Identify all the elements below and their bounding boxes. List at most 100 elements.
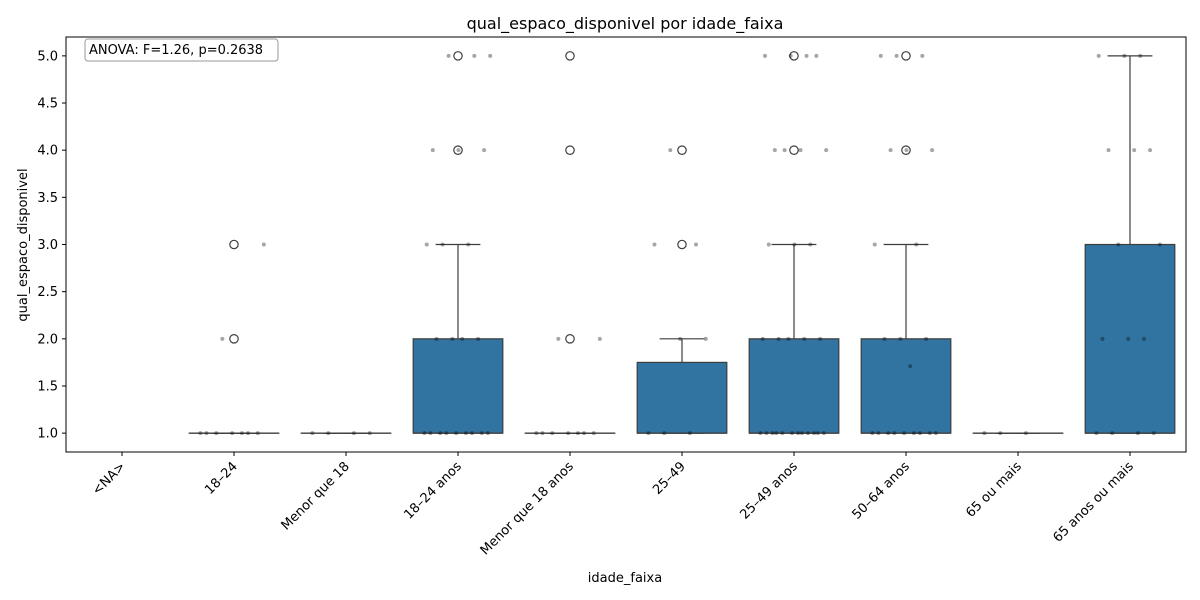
strip-point: [230, 431, 235, 436]
strip-point: [790, 431, 795, 436]
strip-point: [798, 148, 803, 153]
strip-point: [933, 431, 938, 436]
strip-point: [245, 431, 250, 436]
strip-point: [581, 431, 586, 436]
strip-point: [367, 431, 372, 436]
box-group: [636, 145, 728, 434]
x-tick-label: 25–49 anos: [737, 459, 801, 523]
strip-point: [310, 431, 315, 436]
box-iqr: [860, 338, 952, 434]
strip-point: [476, 336, 481, 341]
strip-point: [662, 431, 667, 436]
strip-point: [914, 242, 919, 247]
strip-point: [668, 148, 673, 153]
strip-point: [792, 242, 797, 247]
strip-point: [924, 336, 929, 341]
strip-point: [888, 148, 893, 153]
strip-point: [1096, 53, 1101, 58]
strip-point: [982, 431, 987, 436]
strip-point: [255, 431, 260, 436]
strip-point: [818, 336, 823, 341]
box-iqr: [1084, 243, 1176, 434]
strip-point: [652, 242, 657, 247]
strip-point: [422, 431, 427, 436]
strip-point: [597, 336, 602, 341]
strip-point: [687, 431, 692, 436]
outlier-point: [453, 145, 463, 155]
y-tick-label: 2.5: [37, 285, 58, 300]
strip-point: [814, 53, 819, 58]
strip-point: [812, 431, 817, 436]
strip-point: [1023, 431, 1028, 436]
strip-point: [930, 148, 935, 153]
strip-point: [261, 242, 266, 247]
y-tick-label: 1.0: [37, 427, 58, 442]
strip-point: [438, 431, 443, 436]
y-tick-label: 3.5: [37, 191, 58, 206]
strip-point: [466, 242, 471, 247]
strip-point: [908, 364, 913, 369]
strip-point: [772, 148, 777, 153]
strip-point: [428, 431, 433, 436]
strip-point: [454, 431, 459, 436]
strip-point: [998, 431, 1003, 436]
strip-point: [550, 431, 555, 436]
outlier-point: [677, 239, 687, 250]
x-tick-label: Menor que 18 anos: [478, 459, 577, 558]
strip-point: [766, 242, 771, 247]
box-group: [1084, 55, 1176, 434]
strip-point: [214, 431, 219, 436]
strip-point: [239, 431, 244, 436]
strip-point: [805, 431, 810, 436]
chart-title: qual_espaco_disponivel por idade_faixa: [467, 14, 784, 34]
outlier-point: [565, 334, 575, 344]
strip-point: [808, 242, 813, 247]
strip-point: [204, 431, 209, 436]
plot-content: [188, 51, 1176, 436]
x-tick-label: Menor que 18: [279, 459, 353, 533]
strip-point: [220, 336, 225, 341]
strip-point: [894, 53, 899, 58]
x-tick-label: 65 ou mais: [963, 459, 1025, 521]
plot-frame: [65, 36, 1187, 453]
x-tick-label: 65 anos ou mais: [1050, 459, 1136, 545]
strip-point: [872, 242, 877, 247]
strip-point: [485, 431, 490, 436]
strip-point: [1106, 148, 1111, 153]
x-tick-label: 18–24: [202, 459, 241, 498]
strip-point: [927, 431, 932, 436]
strip-point: [1122, 53, 1127, 58]
strip-point: [821, 431, 826, 436]
strip-point: [804, 53, 809, 58]
box-iqr: [748, 338, 840, 434]
strip-point: [1151, 431, 1156, 436]
strip-point: [763, 53, 768, 58]
strip-point: [540, 431, 545, 436]
strip-point: [876, 431, 881, 436]
strip-point: [782, 148, 787, 153]
strip-point: [870, 431, 875, 436]
outlier-point: [789, 51, 799, 61]
y-tick-label: 2.0: [37, 332, 58, 347]
strip-point: [776, 336, 781, 341]
strip-point: [1132, 148, 1137, 153]
strip-point: [703, 336, 708, 341]
x-tick-label: <NA>: [90, 459, 129, 498]
outlier-point: [565, 145, 575, 155]
y-tick-label: 3.0: [37, 238, 58, 253]
y-tick-label: 4.0: [37, 144, 58, 159]
y-tick-label: 1.5: [37, 379, 58, 394]
strip-point: [1135, 431, 1140, 436]
strip-point: [479, 431, 484, 436]
strip-point: [911, 431, 916, 436]
strip-point: [799, 431, 804, 436]
strip-point: [788, 53, 793, 58]
strip-point: [917, 431, 922, 436]
x-axis: <NA> 18–24 Menor que 18 18–24 anos Menor que…: [90, 452, 1137, 558]
box-group: [860, 51, 952, 434]
strip-point: [434, 336, 439, 341]
strip-point: [446, 53, 451, 58]
strip-point: [796, 431, 801, 436]
box-iqr: [636, 361, 728, 434]
strip-point: [460, 336, 465, 341]
